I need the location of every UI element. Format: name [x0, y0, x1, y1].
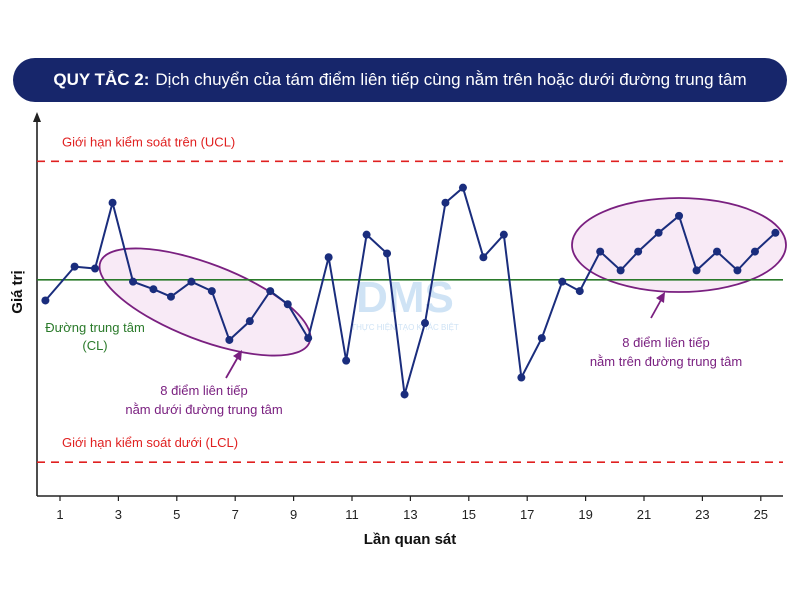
data-point	[596, 247, 605, 256]
data-point	[499, 230, 508, 239]
data-point	[108, 198, 117, 207]
cl-label-line2: (CL)	[82, 338, 107, 353]
data-point	[91, 264, 100, 273]
data-point	[517, 373, 526, 382]
x-tick-label: 1	[56, 507, 63, 522]
data-point	[383, 249, 392, 258]
annotation-arrow-below	[225, 356, 239, 379]
lcl-label: Giới hạn kiểm soát dưới (LCL)	[62, 435, 238, 450]
x-tick-label: 13	[403, 507, 417, 522]
data-point	[750, 247, 759, 256]
x-tick-label: 3	[115, 507, 122, 522]
annotation-arrowhead-below	[233, 350, 242, 361]
x-tick-label: 9	[290, 507, 297, 522]
data-point	[558, 277, 567, 286]
data-point	[575, 287, 584, 296]
data-point	[342, 356, 351, 365]
data-point	[634, 247, 643, 256]
data-point	[771, 228, 780, 237]
x-tick-label: 25	[754, 507, 768, 522]
x-tick-label: 15	[462, 507, 476, 522]
x-tick-label: 19	[578, 507, 592, 522]
x-tick-label: 7	[232, 507, 239, 522]
x-tick-label: 23	[695, 507, 709, 522]
ucl-label: Giới hạn kiểm soát trên (UCL)	[62, 134, 235, 149]
data-point	[225, 335, 234, 344]
data-point	[537, 334, 546, 343]
series-line	[44, 185, 777, 395]
y-axis-arrow	[33, 112, 41, 122]
annotation-above-line1: 8 điểm liên tiếp	[622, 335, 709, 350]
data-point	[654, 228, 663, 237]
x-tick-label: 11	[345, 507, 359, 522]
annotation-arrowhead-above	[656, 292, 665, 303]
data-point	[41, 296, 50, 305]
x-tick-label: 5	[173, 507, 180, 522]
data-point	[207, 287, 216, 296]
highlight-ellipse-above	[571, 197, 787, 293]
watermark-tagline: THỰC HIỆN TẠO KHÁC BIỆT	[351, 323, 459, 332]
y-axis-title: Giá trị	[9, 270, 26, 313]
watermark-logo-text: DMS	[356, 273, 454, 322]
data-point	[304, 334, 313, 343]
data-point	[166, 292, 175, 301]
data-point	[324, 253, 333, 262]
data-point	[458, 183, 467, 192]
data-point	[129, 277, 137, 286]
x-tick-label: 21	[637, 507, 651, 522]
data-point	[441, 198, 450, 207]
data-point	[149, 285, 158, 294]
data-point	[70, 262, 79, 271]
data-point	[362, 230, 371, 239]
data-point	[283, 300, 292, 309]
rule-text: Dịch chuyển của tám điểm liên tiếp cùng …	[155, 70, 747, 89]
rule-label: QUY TẮC 2:	[53, 70, 150, 89]
annotation-below-line2: nằm dưới đường trung tâm	[125, 402, 282, 417]
data-point	[266, 287, 275, 296]
data-point	[479, 253, 488, 262]
annotation-arrow-above	[650, 299, 662, 319]
data-point	[421, 319, 429, 328]
annotation-above-line2: nằm trên đường trung tâm	[590, 354, 742, 369]
data-point	[187, 277, 196, 286]
watermark-logo: DMS THỰC HIỆN TẠO KHÁC BIỆT	[351, 273, 459, 332]
data-point	[400, 390, 409, 399]
data-point	[692, 266, 701, 275]
highlight-ellipse-below	[98, 247, 312, 357]
x-axis-title: Lần quan sát	[364, 531, 457, 548]
data-point	[733, 266, 742, 275]
annotation-below-line1: 8 điểm liên tiếp	[160, 383, 247, 398]
data-point	[675, 211, 684, 220]
data-point	[713, 247, 721, 256]
cl-label-line1: Đường trung tâm	[45, 320, 145, 335]
title-banner: QUY TẮC 2: Dịch chuyển của tám điểm liên…	[13, 58, 787, 102]
x-tick-label: 17	[520, 507, 534, 522]
data-point	[616, 266, 625, 275]
data-point	[245, 317, 254, 326]
